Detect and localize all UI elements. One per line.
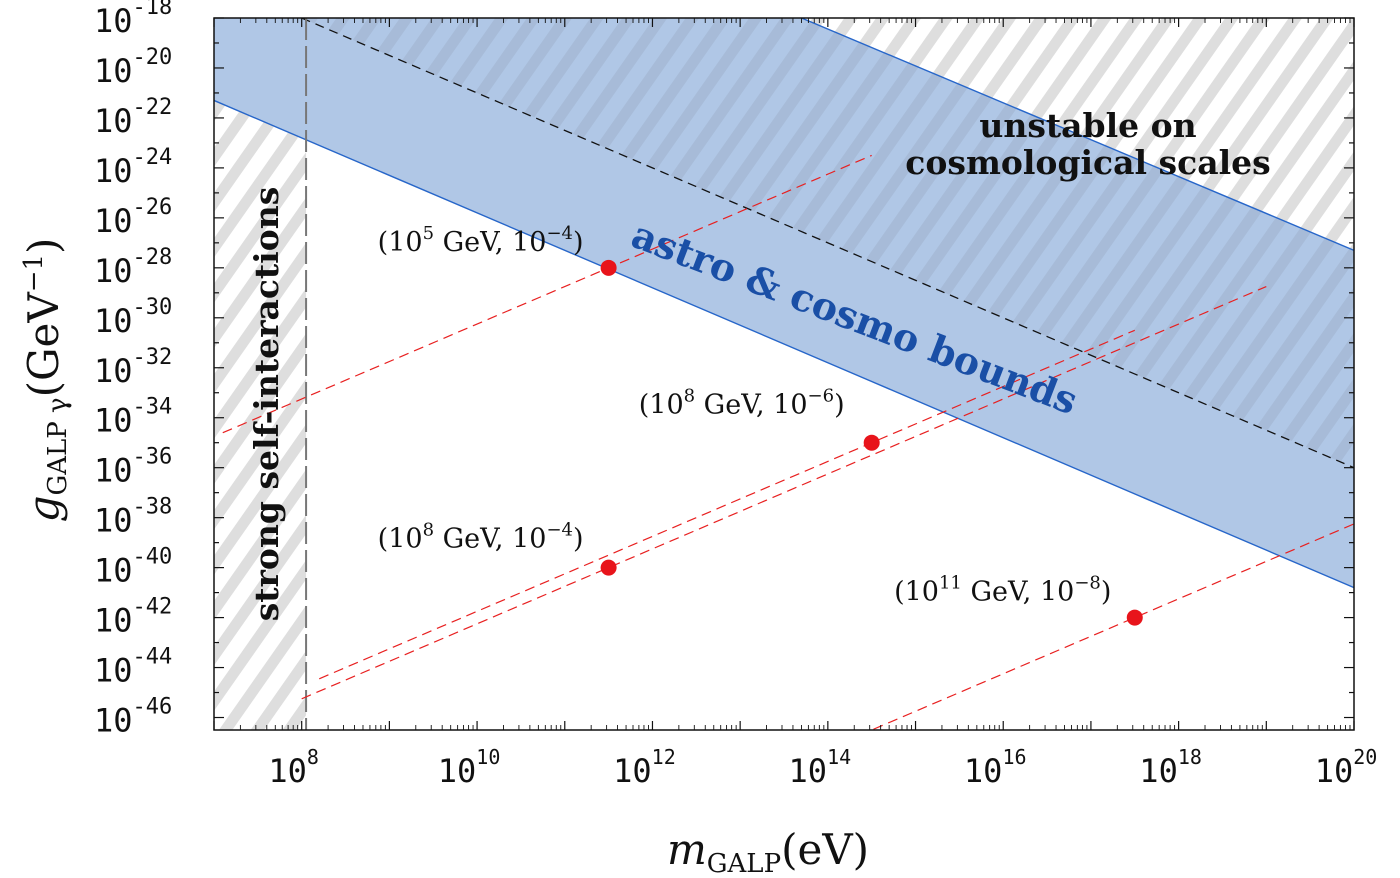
benchmark-point (600, 259, 617, 276)
y-tick-label: 10-24 (94, 145, 172, 190)
y-tick-label: 10-38 (94, 495, 172, 540)
x-tick-label: 1016 (964, 745, 1027, 790)
self-interaction-label: strong self-interactions (247, 187, 286, 622)
y-tick-label: 10-30 (94, 295, 172, 340)
plot-frame (213, 17, 1355, 731)
y-tick-label: 10-40 (94, 545, 172, 590)
y-tick-label: 10-46 (94, 695, 172, 740)
benchmark-points (600, 259, 1143, 626)
x-tick-label: 1012 (613, 745, 676, 790)
benchmark-point (863, 434, 880, 451)
self-interaction-region-hatch (214, 18, 307, 730)
benchmark-point (1126, 609, 1143, 626)
unstable-label-line2: cosmological scales (905, 143, 1270, 182)
y-tick-label: 10-18 (94, 0, 172, 40)
y-tick-label: 10-20 (94, 45, 172, 90)
y-tick-label: 10-42 (94, 595, 172, 640)
x-axis-ticks: 108 1010 1012 1014 1016 1018 1020 (213, 18, 1378, 790)
y-tick-label: 10-34 (94, 395, 172, 440)
parameter-lines (222, 154, 1354, 730)
y-tick-label: 10-28 (94, 245, 172, 290)
y-tick-label: 10-36 (94, 445, 172, 490)
parameter-line (318, 329, 1136, 680)
point-label: (108 GeV, 10−6) (639, 386, 845, 421)
point-label: (1011 GeV, 10−8) (894, 573, 1111, 608)
y-tick-label: 10-44 (94, 645, 172, 690)
point-labels: (105 GeV, 10−4) (108 GeV, 10−6) (108 GeV, … (378, 223, 1112, 608)
benchmark-point (600, 559, 617, 576)
parameter-line (222, 154, 872, 434)
plot-area (214, 18, 1354, 730)
band-upper-edge (801, 18, 1354, 251)
band-lower-edge (214, 99, 1354, 589)
x-tick-label: 1018 (1139, 745, 1202, 790)
x-tick-label: 108 (268, 745, 319, 790)
unstable-label-line1: unstable on (979, 106, 1196, 145)
y-tick-label: 10-32 (94, 345, 172, 390)
point-label: (105 GeV, 10−4) (378, 223, 584, 258)
y-axis-ticks: 10-18 10-20 10-22 10-24 10-26 10-28 10-30 10-32… (94, 0, 1354, 740)
x-tick-label: 1010 (438, 745, 501, 790)
y-axis-label: gGALP γ(GeV−1) (19, 238, 73, 523)
parameter-line (870, 523, 1354, 730)
y-tick-label: 10-22 (94, 95, 172, 140)
x-tick-label: 1020 (1315, 745, 1378, 790)
x-axis-label: mGALP(eV) (667, 825, 869, 878)
y-tick-label: 10-26 (94, 195, 172, 240)
unstable-boundary-line (301, 18, 1354, 469)
point-label: (108 GeV, 10−4) (378, 520, 584, 555)
x-tick-label: 1014 (789, 745, 852, 790)
